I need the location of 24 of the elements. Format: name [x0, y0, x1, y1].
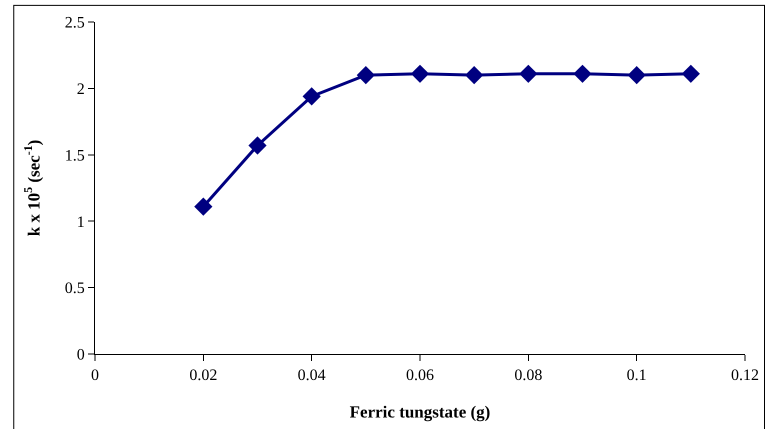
x-tick-label: 0 [91, 367, 99, 384]
point [248, 136, 267, 155]
x-tick-label: 0.06 [406, 367, 434, 384]
point [519, 64, 538, 83]
point [356, 66, 375, 84]
point [628, 66, 646, 84]
point [465, 66, 484, 84]
point [302, 87, 321, 106]
point [194, 197, 212, 216]
y-tick-label: 1.5 [64, 147, 85, 164]
x-tick-label: 0.04 [298, 367, 326, 384]
x-tick-label: 0.02 [189, 367, 218, 384]
x-tick-label: 0.08 [514, 367, 542, 384]
point [573, 64, 592, 83]
x-axis-title: Ferric tungstate (g) [350, 402, 490, 422]
y-tick-label: 2 [76, 81, 85, 98]
point [682, 64, 700, 83]
x-tick-label: 0.12 [731, 367, 759, 384]
point [410, 64, 430, 83]
y-tick-label: 2.5 [64, 14, 85, 32]
x-tick-label: 0.1 [626, 367, 647, 384]
y-tick-label: 1 [76, 214, 85, 231]
y-tick-label: 0.5 [64, 280, 85, 298]
y-tick-label: 0 [76, 346, 85, 364]
